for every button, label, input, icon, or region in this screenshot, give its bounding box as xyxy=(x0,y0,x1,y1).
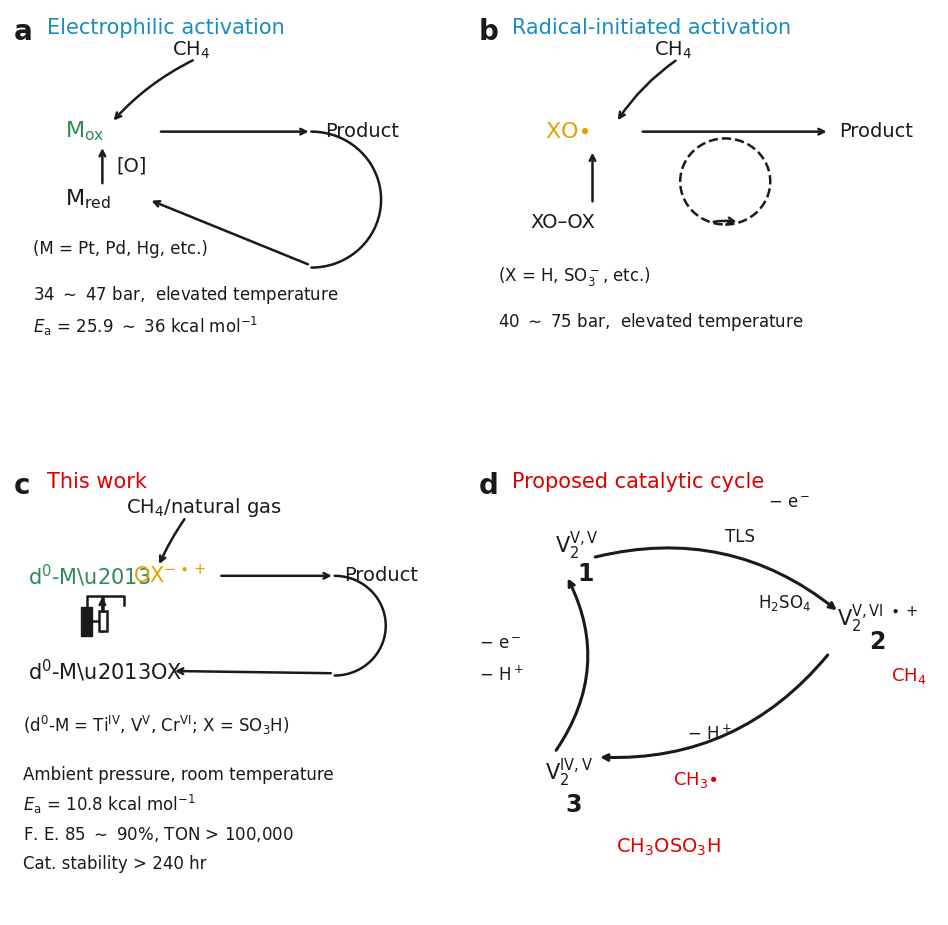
Text: (M = Pt, Pd, Hg, etc.): (M = Pt, Pd, Hg, etc.) xyxy=(32,240,208,258)
Text: Product: Product xyxy=(325,122,399,142)
Text: $-$ e$^-$: $-$ e$^-$ xyxy=(768,494,811,512)
Text: 40 $\sim$ 75 bar,  elevated temperature: 40 $\sim$ 75 bar, elevated temperature xyxy=(498,311,803,333)
Text: Radical-initiated activation: Radical-initiated activation xyxy=(512,18,791,38)
Text: 2: 2 xyxy=(868,630,885,654)
Text: Ambient pressure, room temperature: Ambient pressure, room temperature xyxy=(24,766,334,784)
Text: (d$^0$-M = Ti$^{\rm IV}$, V$^{\rm V}$, Cr$^{\rm VI}$; X = SO$_3$H): (d$^0$-M = Ti$^{\rm IV}$, V$^{\rm V}$, C… xyxy=(24,714,290,737)
Text: CH$_4$: CH$_4$ xyxy=(654,40,692,61)
Text: a: a xyxy=(14,18,33,46)
Text: F. E. 85 $\sim$ 90%, TON > 100,000: F. E. 85 $\sim$ 90%, TON > 100,000 xyxy=(24,825,294,844)
Text: CH$_4$: CH$_4$ xyxy=(891,665,926,685)
Text: Product: Product xyxy=(839,122,913,142)
Text: [O]: [O] xyxy=(117,156,147,175)
Text: XO–OX: XO–OX xyxy=(531,213,595,232)
Text: 34 $\sim$ 47 bar,  elevated temperature: 34 $\sim$ 47 bar, elevated temperature xyxy=(32,284,338,306)
Text: $\mathit{E}_{\rm a}$ = 10.8 kcal mol$^{-1}$: $\mathit{E}_{\rm a}$ = 10.8 kcal mol$^{-… xyxy=(24,793,196,816)
Text: CH$_3$OSO$_3$H: CH$_3$OSO$_3$H xyxy=(616,837,721,858)
Text: $\mathit{E}_{\rm a}$ = 25.9 $\sim$ 36 kcal mol$^{-1}$: $\mathit{E}_{\rm a}$ = 25.9 $\sim$ 36 kc… xyxy=(32,315,258,338)
Text: M$_{\rm red}$: M$_{\rm red}$ xyxy=(65,188,111,212)
Text: $-$ H$^+$: $-$ H$^+$ xyxy=(479,666,523,685)
Bar xyxy=(99,611,106,631)
Text: V$_2^{\rm V,VI\ \bullet+}$: V$_2^{\rm V,VI\ \bullet+}$ xyxy=(836,603,918,635)
Text: d$^0$-M\u2013: d$^0$-M\u2013 xyxy=(28,562,151,589)
Text: Cat. stability > 240 hr: Cat. stability > 240 hr xyxy=(24,855,207,872)
Text: $-$ e$^-$: $-$ e$^-$ xyxy=(479,635,521,653)
Text: CH$_4$: CH$_4$ xyxy=(172,40,210,61)
Text: CH$_3$$\bullet$: CH$_3$$\bullet$ xyxy=(673,770,719,790)
Text: OX$^{-\bullet+}$: OX$^{-\bullet+}$ xyxy=(133,564,206,587)
Text: TLS: TLS xyxy=(725,528,756,547)
Text: Product: Product xyxy=(344,566,418,586)
Text: M$_{\rm ox}$: M$_{\rm ox}$ xyxy=(65,120,105,143)
Text: Proposed catalytic cycle: Proposed catalytic cycle xyxy=(512,472,764,491)
Text: This work: This work xyxy=(46,472,147,491)
Bar xyxy=(82,607,92,635)
Text: b: b xyxy=(479,18,499,46)
Text: Electrophilic activation: Electrophilic activation xyxy=(46,18,284,38)
Text: 3: 3 xyxy=(565,793,582,817)
Text: XO$\bullet$: XO$\bullet$ xyxy=(545,121,590,142)
Text: V$_2^{\rm V,V}$: V$_2^{\rm V,V}$ xyxy=(555,530,598,562)
Text: $-$ H$^+$: $-$ H$^+$ xyxy=(687,725,732,744)
Text: CH$_4$/natural gas: CH$_4$/natural gas xyxy=(125,497,282,519)
Text: 1: 1 xyxy=(577,561,593,586)
Text: d$^0$-M\u2013OX: d$^0$-M\u2013OX xyxy=(28,658,182,684)
Text: H$_2$SO$_4$: H$_2$SO$_4$ xyxy=(758,593,811,613)
Text: c: c xyxy=(14,472,30,500)
Text: V$_2^{\rm IV,V}$: V$_2^{\rm IV,V}$ xyxy=(545,757,593,789)
Text: d: d xyxy=(479,472,499,500)
Text: (X = H, SO$_3^-$, etc.): (X = H, SO$_3^-$, etc.) xyxy=(498,265,650,289)
